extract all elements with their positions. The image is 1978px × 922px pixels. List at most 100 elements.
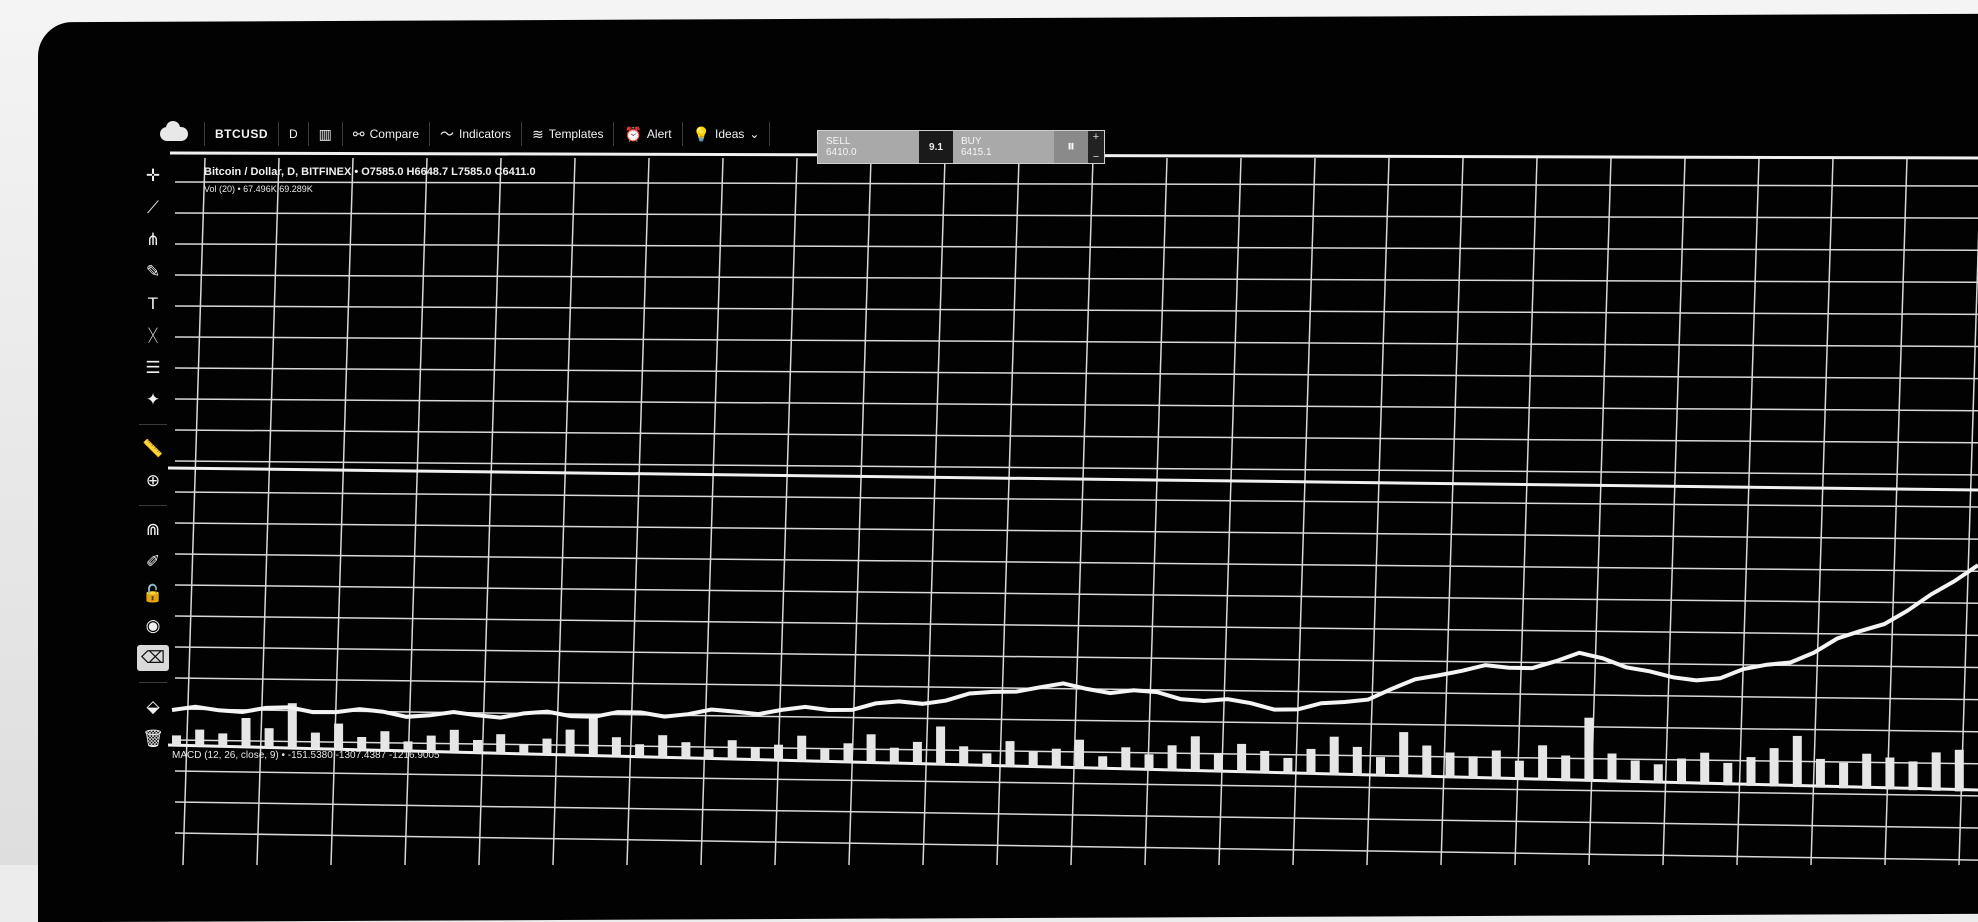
lock-icon[interactable]: 🔓: [142, 584, 164, 603]
volume-bar: [982, 753, 992, 767]
volume-bar: [1190, 736, 1200, 772]
volume-bar: [843, 743, 853, 763]
tool-separator: [139, 682, 167, 683]
symbol-search[interactable]: BTCUSD: [205, 122, 279, 146]
grid-horizontal-line: [174, 491, 1978, 508]
measure-ruler-icon[interactable]: 📏: [142, 439, 164, 458]
minus-button[interactable]: −: [1092, 151, 1100, 163]
eye-icon[interactable]: ◉: [145, 616, 161, 635]
volume-bar: [1769, 748, 1779, 787]
volume-bar: [1653, 764, 1663, 784]
plus-button[interactable]: +: [1092, 131, 1100, 143]
grid-vertical-line: [626, 157, 650, 865]
main-series-legend[interactable]: Bitcoin / Dollar, D, BITFINEX • O7585.0 …: [204, 166, 536, 178]
indicators-button[interactable]: 〜 Indicators: [430, 122, 523, 146]
volume-bar: [681, 742, 691, 759]
grid-vertical-line: [922, 157, 946, 865]
screen: BTCUSD D ▥ ⚯ Compare 〜 Indicators ≋ Templat…: [137, 121, 1978, 865]
volume-bar: [1908, 761, 1918, 791]
volume-bar: [195, 729, 205, 746]
interval-button[interactable]: D: [279, 122, 309, 146]
cloud-menu[interactable]: [150, 121, 205, 146]
volume-bar: [1237, 743, 1247, 773]
volume-bar: [1306, 748, 1316, 775]
price-line: [171, 563, 1978, 720]
sell-label: SELL: [826, 136, 851, 147]
volume-bar: [1260, 750, 1270, 774]
volume-bar: [1862, 753, 1872, 789]
pause-icon[interactable]: ⏸: [1054, 131, 1088, 163]
eraser-icon[interactable]: ⌫: [137, 645, 169, 671]
volume-bar: [1329, 736, 1339, 776]
quantity-field[interactable]: 9.1: [919, 131, 953, 163]
volume-bar: [1213, 752, 1223, 773]
grid-horizontal-line: [174, 429, 1978, 444]
text-tool-icon[interactable]: T: [147, 294, 159, 313]
oscillator-legend[interactable]: MACD (12, 26, close, 9) • -151.5380 -130…: [172, 750, 440, 761]
volume-bar: [936, 726, 946, 765]
magnet-icon[interactable]: ⋒: [145, 520, 161, 539]
grid-vertical-line: [478, 157, 502, 865]
volume-bar: [172, 735, 181, 745]
grid-vertical-line: [1884, 157, 1908, 865]
volume-bar: [496, 734, 506, 754]
grid-vertical-line: [1440, 157, 1464, 865]
pitchfork-icon[interactable]: ⋔: [145, 230, 161, 249]
drawing-mode-icon[interactable]: ✐: [145, 552, 161, 571]
grid-vertical-line: [1366, 157, 1390, 865]
grid-vertical-line: [1218, 157, 1242, 865]
volume-bar: [426, 735, 436, 752]
volume-bar: [1584, 717, 1594, 782]
volume-bar: [889, 747, 899, 764]
chart-type-button[interactable]: ▥: [309, 122, 343, 146]
volume-bar: [959, 746, 969, 766]
volume-bar: [519, 744, 529, 754]
indicators-icon: 〜: [440, 126, 454, 142]
alert-button[interactable]: ⏰ Alert: [614, 122, 683, 146]
volume-bar: [635, 744, 645, 757]
volume-bar: [403, 741, 413, 751]
indicators-label: Indicators: [459, 127, 512, 141]
grid-vertical-line: [1070, 157, 1094, 865]
fib-retracement-icon[interactable]: ☰: [145, 358, 161, 377]
volume-bar: [1051, 748, 1061, 768]
zoom-in-icon[interactable]: ⊕: [145, 471, 161, 490]
volume-bar: [1028, 751, 1038, 768]
pattern-icon[interactable]: ᚷ: [147, 326, 159, 345]
crosshair-icon[interactable]: ✛: [145, 166, 161, 185]
volume-bar: [727, 740, 737, 760]
grid-horizontal-line: [174, 584, 1978, 605]
grid-horizontal-line: [174, 615, 1978, 637]
shapes-icon[interactable]: ✦: [145, 390, 161, 409]
volume-legend[interactable]: Vol (20) • 67.496K 69.289K: [204, 184, 313, 194]
volume-bar: [750, 747, 760, 761]
templates-button[interactable]: ≋ Templates: [522, 122, 615, 146]
volume-bar: [1144, 754, 1154, 771]
sell-button[interactable]: SELL 6410.0: [818, 131, 919, 163]
volume-bar: [1422, 745, 1432, 778]
volume-bar: [1399, 732, 1409, 777]
volume-bar: [1075, 739, 1084, 769]
compare-icon: ⚯: [352, 126, 365, 142]
trend-line-icon[interactable]: ⟋: [147, 198, 159, 217]
grid-horizontal-line: [174, 522, 1978, 540]
grid-horizontal-line: [174, 770, 1978, 797]
volume-bar: [1792, 735, 1802, 788]
grid-horizontal-line: [174, 832, 1978, 861]
layers-icon[interactable]: ⬙: [146, 697, 160, 716]
volume-bar: [1723, 762, 1733, 786]
grid-horizontal-line: [174, 677, 1978, 701]
lightbulb-icon: 💡: [692, 126, 711, 142]
volume-bar: [1514, 760, 1524, 780]
volume-bar: [241, 718, 251, 747]
grid-horizontal-line: [174, 274, 1978, 284]
buy-button[interactable]: BUY 6415.1: [953, 131, 1054, 163]
brush-icon[interactable]: ✎: [145, 262, 161, 281]
compare-label: Compare: [369, 127, 419, 141]
volume-bar: [1746, 757, 1756, 786]
templates-icon: ≋: [532, 126, 544, 142]
compare-button[interactable]: ⚯ Compare: [343, 122, 430, 146]
trash-icon[interactable]: 🗑: [142, 729, 164, 748]
ideas-button[interactable]: 💡 Ideas ⌄: [683, 122, 771, 146]
volume-bar: [704, 749, 714, 759]
